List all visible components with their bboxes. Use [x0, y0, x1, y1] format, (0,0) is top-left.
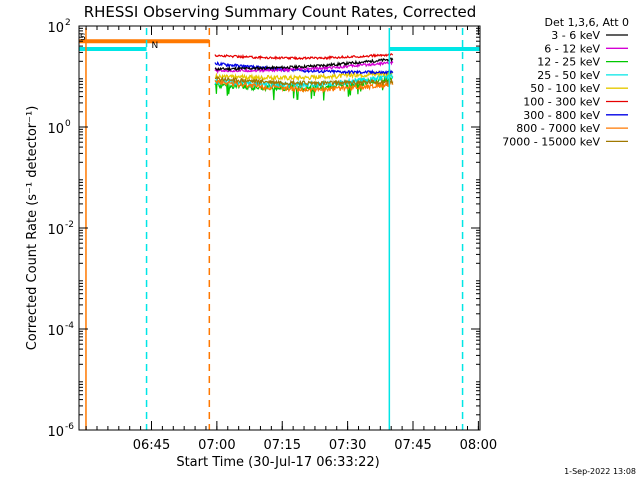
- legend-label: 25 - 50 keV: [537, 69, 600, 82]
- legend-label: 50 - 100 keV: [530, 82, 600, 95]
- chart-title: RHESSI Observing Summary Count Rates, Co…: [84, 3, 477, 21]
- series-trace-6: [214, 61, 394, 77]
- plot-traces: [214, 53, 394, 101]
- series-trace-8: [214, 75, 394, 88]
- legend-label: 300 - 800 keV: [523, 109, 600, 122]
- y-tick-base: 10: [47, 425, 64, 440]
- flag-bars: SN: [79, 33, 480, 52]
- y-tick-exponent: -4: [65, 321, 74, 331]
- x-tick-label: 06:45: [133, 438, 170, 453]
- series-trace-4: [214, 68, 393, 82]
- x-tick-label: 07:30: [329, 438, 366, 453]
- x-axis-label: Start Time (30-Jul-17 06:33:22): [176, 455, 379, 470]
- x-tick-label: 08:00: [460, 438, 497, 453]
- y-tick-exponent: -6: [65, 422, 74, 432]
- x-tick-label: 07:00: [198, 438, 235, 453]
- y-tick-exponent: -2: [65, 220, 74, 230]
- y-tick-label: 10: [47, 324, 64, 339]
- legend-title: Det 1,3,6, Att 0: [545, 16, 629, 29]
- series-trace-5: [214, 53, 394, 61]
- y-axis-label: Corrected Count Rate (s⁻¹ detector⁻¹): [25, 106, 40, 351]
- series-trace-0: [214, 57, 394, 72]
- flag-label: S: [80, 33, 86, 43]
- legend-label: 100 - 300 keV: [523, 96, 600, 109]
- footer-timestamp: 1-Sep-2022 13:08: [564, 467, 636, 476]
- mode-lines: [85, 28, 464, 430]
- y-tick-label: 10: [47, 223, 64, 238]
- legend-label: 7000 - 15000 keV: [502, 135, 600, 148]
- legend-label: 800 - 7000 keV: [516, 122, 600, 135]
- series-trace-7: [214, 79, 394, 94]
- x-tick-label: 07:15: [264, 438, 301, 453]
- legend-label: 6 - 12 keV: [544, 42, 600, 55]
- series-trace-2: [214, 76, 394, 101]
- y-tick-base: 10: [47, 21, 64, 36]
- flag-label: N: [152, 41, 159, 51]
- y-tick-base: 10: [47, 223, 64, 238]
- y-tick-label: 10: [47, 122, 64, 137]
- legend-label: 3 - 6 keV: [551, 29, 600, 42]
- y-tick-base: 10: [47, 324, 64, 339]
- x-tick-label: 07:45: [394, 438, 431, 453]
- y-tick-exponent: 2: [65, 18, 71, 28]
- y-tick-label: 10: [47, 425, 64, 440]
- y-tick-label: 10: [47, 21, 64, 36]
- legend-label: 12 - 25 keV: [537, 56, 600, 69]
- y-tick-exponent: 0: [65, 119, 71, 129]
- y-tick-base: 10: [47, 122, 64, 137]
